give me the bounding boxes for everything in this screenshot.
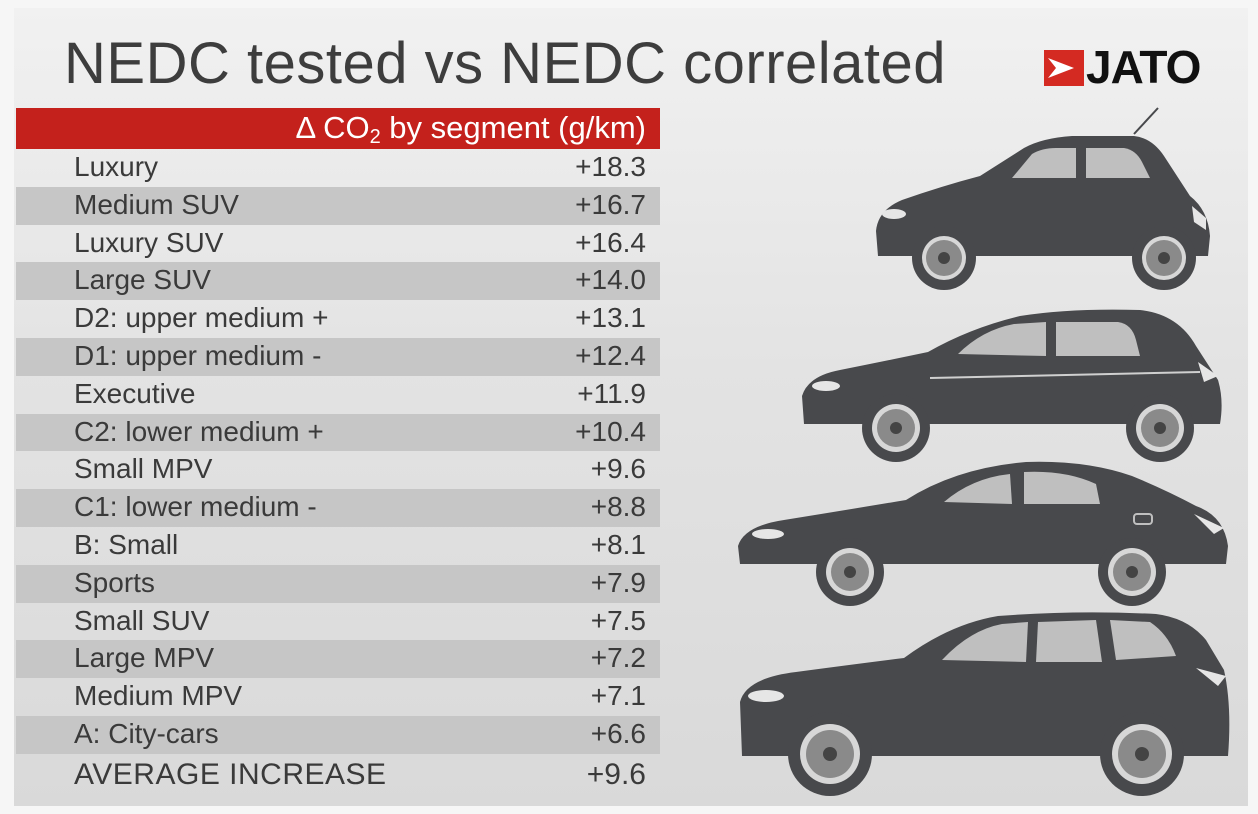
logo-text: JATO — [1086, 41, 1201, 93]
infographic-card: NEDC tested vs NEDC correlated JATO Δ CO… — [14, 8, 1248, 806]
segment-label: C1: lower medium - — [74, 491, 317, 523]
average-label: AVERAGE INCREASE — [74, 758, 387, 791]
table-row: Small MPV +9.6 — [16, 451, 660, 489]
segment-value: +12.4 — [575, 339, 646, 371]
segment-label: Luxury SUV — [74, 226, 224, 258]
segment-value: +7.5 — [590, 604, 646, 636]
table-row: Small SUV +7.5 — [16, 603, 660, 641]
segment-table: Luxury +18.3 Medium SUV +16.7 Luxury SUV +16.… — [16, 149, 660, 754]
average-row: AVERAGE INCREASE +9.6 — [16, 756, 660, 796]
segment-label: A: City-cars — [74, 717, 219, 749]
header-subscript: 2 — [369, 126, 381, 148]
jato-logo: JATO — [1044, 41, 1216, 96]
segment-value: +16.7 — [575, 188, 646, 220]
segment-label: Luxury — [74, 151, 159, 182]
segment-value: +16.4 — [575, 226, 646, 258]
table-row: Sports +7.9 — [16, 564, 660, 603]
header-suffix: by segment (g/km) — [380, 110, 646, 145]
segment-label: Large SUV — [74, 264, 211, 296]
table-row: Executive +11.9 — [16, 376, 660, 414]
segment-label: B: Small — [74, 528, 179, 560]
table-row: D2: upper medium + +13.1 — [16, 300, 660, 338]
suv-car-icon — [740, 612, 1230, 796]
table-row: Medium SUV +16.7 — [16, 186, 660, 225]
segment-value: +13.1 — [575, 302, 646, 334]
table-row: Luxury +18.3 — [16, 149, 660, 187]
table-row: C2: lower medium + +10.4 — [16, 413, 660, 452]
segment-label: D1: upper medium - — [74, 339, 322, 371]
header-prefix: Δ CO — [295, 110, 370, 145]
segment-value: +8.1 — [590, 528, 646, 560]
segment-value: +6.6 — [590, 717, 646, 749]
segment-value: +14.0 — [575, 264, 646, 296]
segment-value: +9.6 — [590, 453, 646, 485]
average-value: +9.6 — [586, 758, 646, 791]
segment-label: Medium SUV — [74, 188, 239, 220]
table-row: A: City-cars +6.6 — [16, 715, 660, 754]
segment-value: +8.8 — [590, 491, 646, 523]
page-title: NEDC tested vs NEDC correlated — [64, 31, 947, 96]
table-row: Medium MPV +7.1 — [16, 678, 660, 716]
table-header-label: Δ CO2 by segment (g/km) — [295, 110, 646, 148]
segment-label: C2: lower medium + — [74, 415, 324, 447]
logo-flag-icon — [1044, 50, 1084, 86]
segment-value: +10.4 — [575, 415, 646, 447]
segment-label: D2: upper medium + — [74, 302, 329, 334]
segment-label: Sports — [74, 566, 155, 598]
table-header: Δ CO2 by segment (g/km) — [16, 108, 660, 149]
table-row: Large SUV +14.0 — [16, 262, 660, 301]
five-door-car-icon — [802, 309, 1222, 462]
segment-label: Small MPV — [74, 453, 213, 485]
table-row: B: Small +8.1 — [16, 527, 660, 565]
segment-value: +7.2 — [590, 642, 646, 674]
segment-value: +11.9 — [577, 377, 646, 409]
table-row: Large MPV +7.2 — [16, 640, 660, 679]
segment-label: Small SUV — [74, 604, 210, 636]
segment-value: +18.3 — [575, 151, 646, 182]
segment-label: Medium MPV — [74, 680, 243, 712]
table-row: C1: lower medium - +8.8 — [16, 489, 660, 527]
table-row: D1: upper medium - +12.4 — [16, 337, 660, 376]
segment-value: +7.1 — [590, 680, 646, 712]
sedan-car-icon — [738, 461, 1228, 606]
table-row: Luxury SUV +16.4 — [16, 225, 660, 263]
segment-value: +7.9 — [590, 566, 646, 598]
segment-label: Large MPV — [74, 642, 215, 674]
segment-label: Executive — [74, 377, 196, 409]
hatchback-car-icon — [876, 107, 1210, 290]
